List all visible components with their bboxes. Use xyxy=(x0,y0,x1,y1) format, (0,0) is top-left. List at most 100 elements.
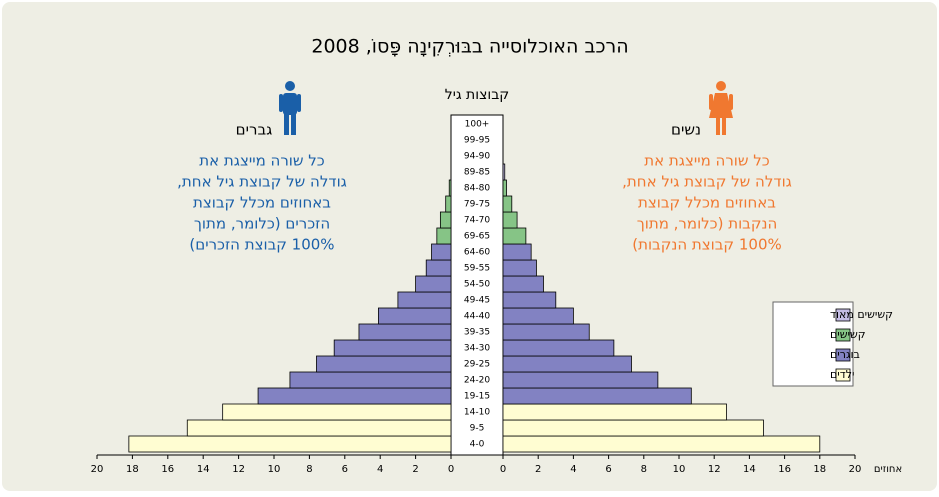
x-tick-label: 2 xyxy=(535,464,541,475)
note-line: הזכרים (כלומר, מתוך xyxy=(194,215,330,233)
legend-swatch xyxy=(835,328,851,342)
woman-icon xyxy=(709,81,733,135)
x-tick-label: 8 xyxy=(306,464,312,475)
note-line: 100% קבוצת הזכרים) xyxy=(189,236,334,254)
age-label: 99-95 xyxy=(464,136,490,146)
note-line: באחוזים מכלל קבוצת xyxy=(638,194,776,212)
age-label: 39-35 xyxy=(464,328,490,338)
bar xyxy=(502,275,544,293)
bar xyxy=(257,387,452,405)
x-tick-label: 10 xyxy=(673,464,686,475)
bar xyxy=(502,227,527,245)
bar xyxy=(502,403,727,421)
legend-label: בוגרים xyxy=(830,348,860,361)
age-label: 64-60 xyxy=(464,248,490,258)
bar xyxy=(445,195,452,213)
bar xyxy=(502,371,659,389)
x-tick-label: 2 xyxy=(412,464,418,475)
x-tick-label: 4 xyxy=(570,464,576,475)
bar xyxy=(502,259,537,277)
x-tick-label: 0 xyxy=(500,464,506,475)
note-line: גודלה של קבוצת גיל אחת, xyxy=(177,173,347,191)
age-label: 79-75 xyxy=(464,200,490,210)
age-label: 34-30 xyxy=(464,344,490,354)
bar xyxy=(502,179,507,197)
x-tick-label: 14 xyxy=(197,464,210,475)
bar xyxy=(502,211,518,229)
bar xyxy=(186,419,452,437)
x-tick-label: 4 xyxy=(377,464,383,475)
bar xyxy=(502,435,821,453)
age-label: 9-5 xyxy=(470,424,485,434)
bar xyxy=(222,403,452,421)
bar xyxy=(415,275,452,293)
x-tick-label: 0 xyxy=(448,464,454,475)
legend-label: קשישים מאוד xyxy=(830,308,893,321)
age-label: 24-20 xyxy=(464,376,490,386)
bar xyxy=(448,179,452,197)
x-tick-label: 16 xyxy=(778,464,791,475)
x-tick-label: 8 xyxy=(641,464,647,475)
bar xyxy=(502,323,590,341)
series-label: נשים xyxy=(671,121,701,139)
bar xyxy=(378,307,452,325)
bar xyxy=(431,243,452,261)
bar xyxy=(128,435,452,453)
age-label: 49-45 xyxy=(464,296,490,306)
man-icon xyxy=(279,81,301,135)
x-tick-label: 18 xyxy=(813,464,826,475)
bar xyxy=(502,163,506,181)
age-label: 19-15 xyxy=(464,392,490,402)
chart-title: הרכב האוכלוסייה בבּוּרְקִינָה פָּסוֹ, 20… xyxy=(311,36,628,58)
bar xyxy=(425,259,452,277)
bar xyxy=(333,339,452,357)
bar xyxy=(502,291,557,309)
bar xyxy=(397,291,452,309)
series-label: גברים xyxy=(236,121,273,139)
x-tick-label: 6 xyxy=(342,464,348,475)
bar xyxy=(502,387,692,405)
age-label: 44-40 xyxy=(464,312,490,322)
bar xyxy=(502,243,532,261)
age-label: 84-80 xyxy=(464,184,490,194)
age-label: 94-90 xyxy=(464,152,490,162)
age-label: 4-0 xyxy=(470,440,485,450)
bar xyxy=(502,339,615,357)
x-tick-label: 12 xyxy=(232,464,245,475)
x-tick-label: 16 xyxy=(161,464,174,475)
age-label: 69-65 xyxy=(464,232,490,242)
age-axis-label: קבוצות גיל xyxy=(445,87,509,103)
legend-swatch xyxy=(835,348,851,362)
age-label: 54-50 xyxy=(464,280,490,290)
note-line: הנקבות (כלומר, מתוך xyxy=(637,215,778,233)
x-tick-label: 10 xyxy=(268,464,281,475)
bar xyxy=(358,323,452,341)
bar xyxy=(436,227,452,245)
x-tick-label: 20 xyxy=(91,464,104,475)
x-axis-label: אחוזים xyxy=(874,464,902,475)
bar xyxy=(289,371,452,389)
legend-label: ילדים xyxy=(830,368,854,381)
x-tick-label: 6 xyxy=(605,464,611,475)
x-tick-label: 12 xyxy=(708,464,721,475)
bar xyxy=(502,419,764,437)
note-line: כל שורה מייצגת את xyxy=(644,152,770,170)
age-label: 29-25 xyxy=(464,360,490,370)
note-line: באחוזים מכלל קבוצת xyxy=(193,194,331,212)
x-tick-label: 20 xyxy=(849,464,862,475)
age-label: 59-55 xyxy=(464,264,490,274)
bar xyxy=(502,307,574,325)
age-label: 14-10 xyxy=(464,408,490,418)
age-label: 74-70 xyxy=(464,216,490,226)
x-tick-label: 14 xyxy=(743,464,756,475)
bar xyxy=(439,211,452,229)
age-label: 100+ xyxy=(465,120,490,130)
note-line: כל שורה מייצגת את xyxy=(199,152,325,170)
bar xyxy=(316,355,452,373)
age-label: 89-85 xyxy=(464,168,490,178)
legend-label: קשישים xyxy=(830,328,866,341)
note-line: 100% קבוצת הנקבות) xyxy=(632,236,782,254)
bar xyxy=(502,355,632,373)
legend-swatch xyxy=(835,368,851,382)
